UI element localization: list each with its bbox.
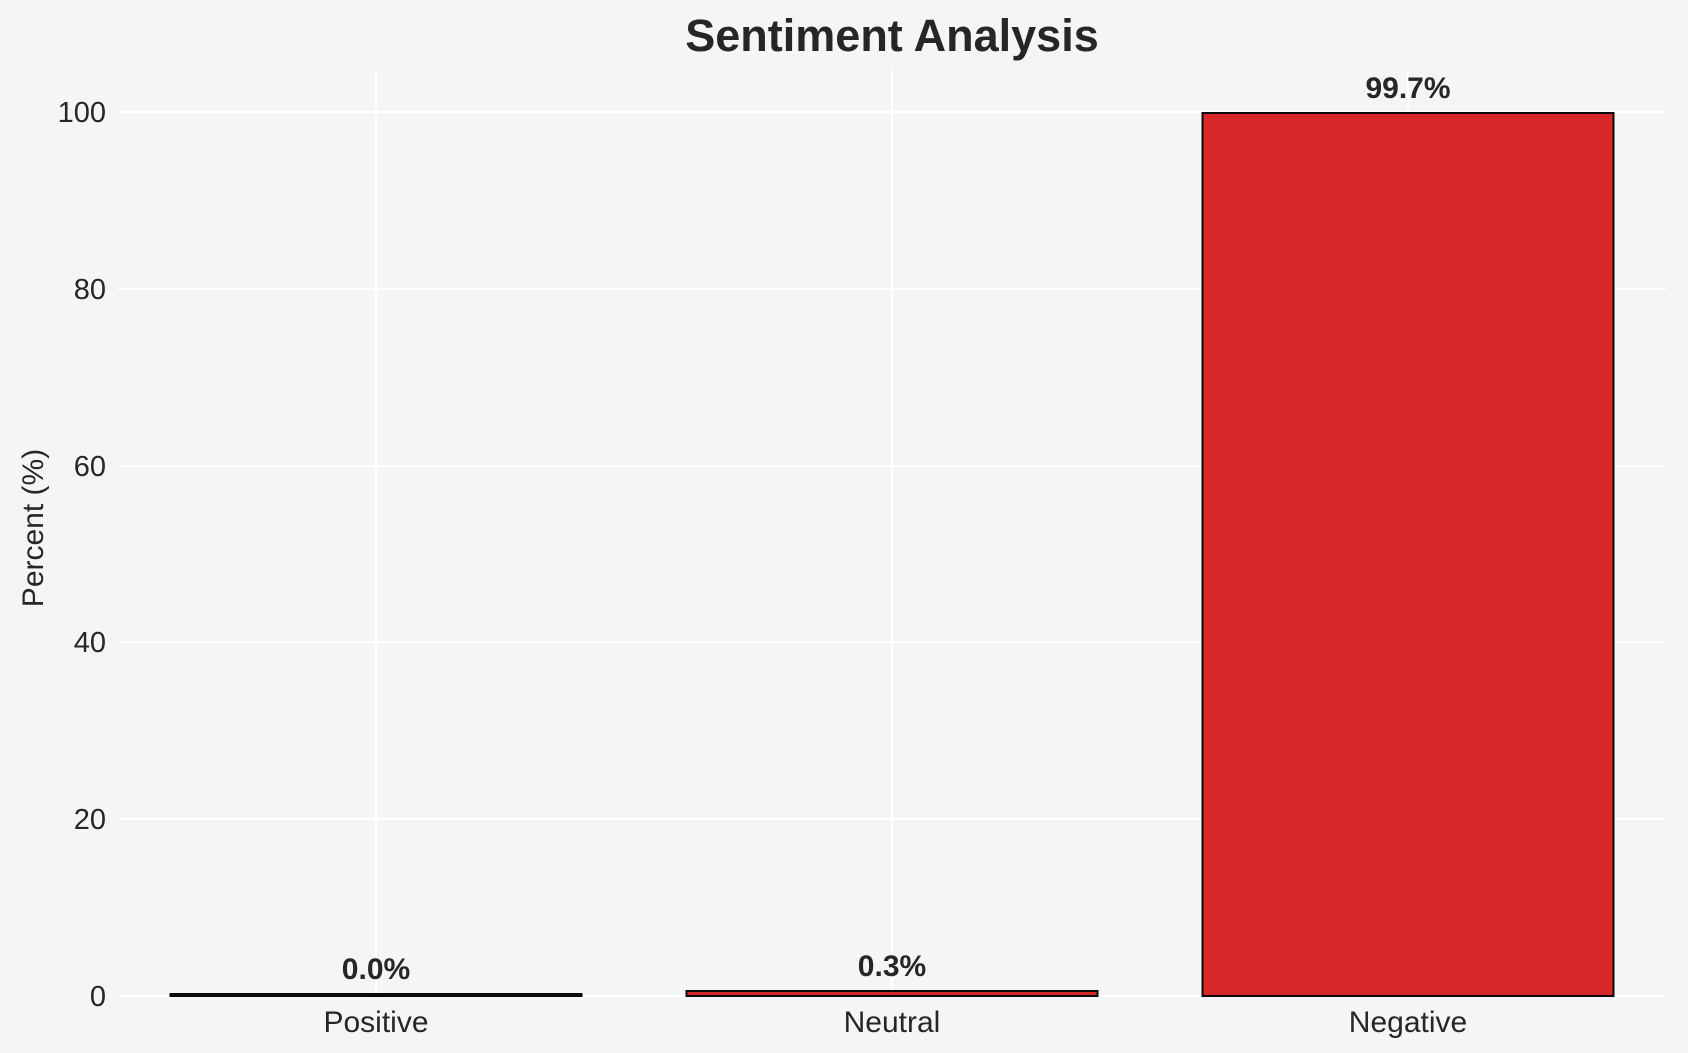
gridline-vertical <box>375 70 377 997</box>
y-axis-label: Percent (%) <box>17 448 50 608</box>
bar-neutral <box>685 990 1099 997</box>
y-tick-label: 40 <box>73 627 106 660</box>
x-tick-label-positive: Positive <box>323 1006 429 1039</box>
plot-area: 0 20 40 60 80 100 0.0% Positive 0.3% Neutral 99.7%… <box>58 70 1666 1039</box>
x-tick-label-neutral: Neutral <box>843 1006 941 1039</box>
chart-title: Sentiment Analysis <box>685 10 1099 61</box>
y-tick-label: 0 <box>89 981 106 1013</box>
bar-positive <box>169 993 583 997</box>
bar-negative <box>1201 111 1615 997</box>
y-tick-label: 60 <box>73 450 106 483</box>
bar-value-label: 0.0% <box>341 953 411 986</box>
gridline-vertical <box>891 70 893 997</box>
bar-value-label: 99.7% <box>1365 71 1451 105</box>
bar-value-label: 0.3% <box>857 950 927 984</box>
y-tick-label: 80 <box>73 273 106 306</box>
y-tick-label: 100 <box>57 97 106 129</box>
x-tick-label-negative: Negative <box>1348 1006 1468 1039</box>
y-tick-label: 20 <box>73 804 106 837</box>
